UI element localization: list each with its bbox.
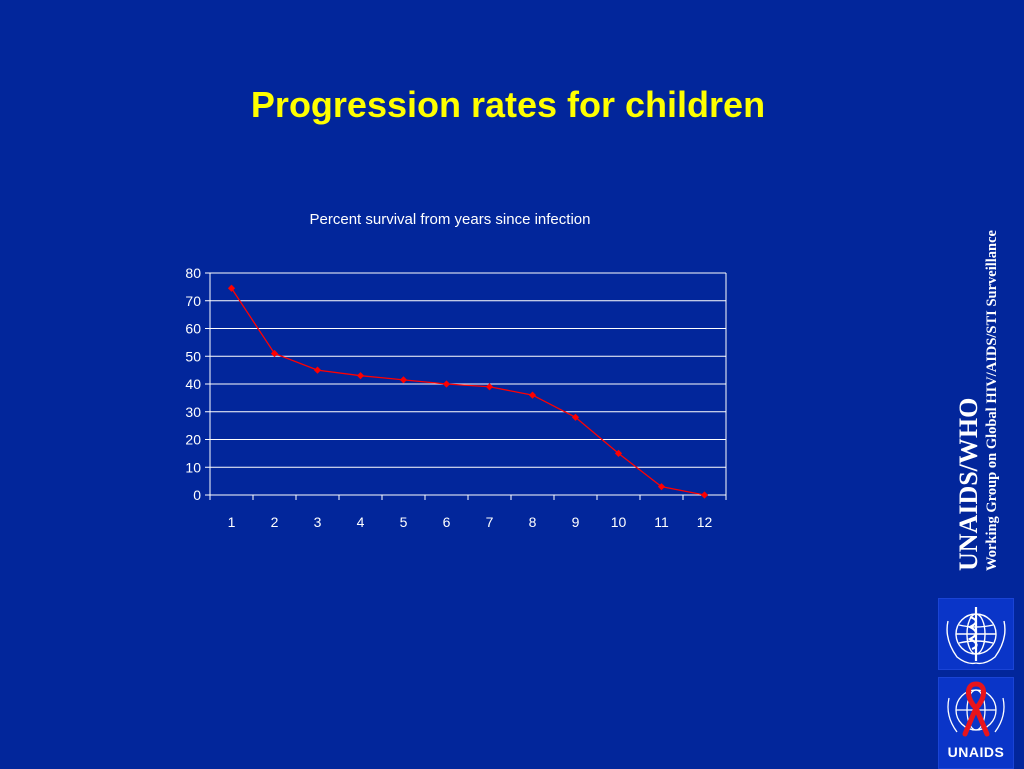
data-point — [399, 376, 408, 384]
y-tick-label: 30 — [185, 404, 201, 420]
organization-vertical-label: UNAIDS/WHO Working Group on Global HIV/A… — [951, 168, 1001, 576]
x-tick-label: 8 — [529, 514, 537, 530]
y-tick-label: 50 — [185, 348, 201, 364]
x-tick-label: 2 — [271, 514, 279, 530]
y-tick-label: 10 — [185, 459, 201, 475]
x-tick-label: 5 — [400, 514, 408, 530]
series-line — [230, 287, 705, 496]
x-tick-label: 12 — [697, 514, 713, 530]
x-tick-label: 10 — [611, 514, 627, 530]
x-tick-label: 9 — [572, 514, 580, 530]
y-tick-label: 60 — [185, 321, 201, 337]
y-tick-label: 20 — [185, 432, 201, 448]
red-ribbon-globe-icon: UNAIDS — [938, 677, 1014, 769]
org-subtitle: Working Group on Global HIV/AIDS/STI Sur… — [984, 229, 1000, 571]
slide-title: Progression rates for children — [250, 84, 766, 125]
data-point — [614, 449, 623, 457]
x-tick-label: 6 — [443, 514, 451, 530]
unaids-logo-text: UNAIDS — [947, 744, 1005, 760]
y-tick-label: 80 — [185, 265, 201, 281]
x-tick-label: 1 — [228, 514, 236, 530]
who-emblem-icon — [938, 598, 1014, 670]
x-tick-label: 3 — [314, 514, 322, 530]
org-name: UNAIDS/WHO — [954, 398, 983, 571]
y-tick-label: 40 — [185, 376, 201, 392]
y-tick-label: 70 — [185, 293, 201, 309]
x-tick-label: 7 — [486, 514, 494, 530]
data-point — [442, 380, 451, 388]
data-point — [657, 483, 666, 491]
chart-title: Percent survival from years since infect… — [309, 211, 591, 228]
data-point — [356, 372, 365, 380]
data-point — [528, 391, 537, 399]
y-tick-label: 0 — [193, 487, 201, 503]
data-point — [313, 366, 322, 374]
data-point — [270, 349, 279, 358]
x-tick-label: 11 — [654, 514, 669, 530]
data-point — [571, 413, 580, 421]
data-point — [227, 284, 236, 292]
x-tick-label: 4 — [357, 514, 365, 530]
data-point — [700, 491, 709, 499]
